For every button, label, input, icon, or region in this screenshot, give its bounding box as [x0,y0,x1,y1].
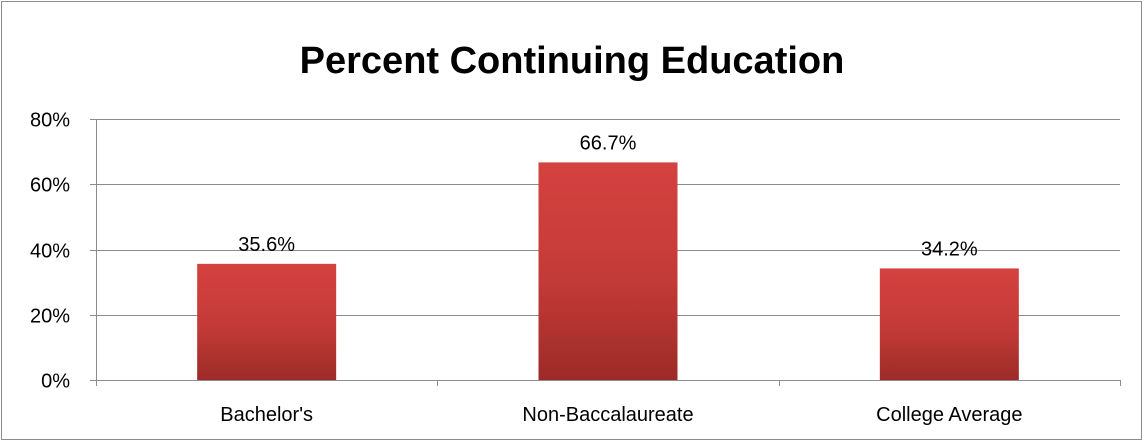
y-tick-label: 20% [30,306,70,328]
data-label: 66.7% [580,132,637,154]
data-label: 34.2% [921,238,978,260]
x-tick-label: College Average [876,404,1022,426]
data-label: 35.6% [238,234,295,256]
bars [197,162,1019,380]
x-tick-label: Bachelor's [220,404,313,426]
y-tick-label: 60% [30,175,70,197]
labels: 0% 20% 40% 60% 80% Bachelor's 35.6% Non-Baccala… [30,110,1023,427]
bar [879,268,1019,380]
y-tick-label: 40% [30,241,70,263]
bar [538,162,678,380]
y-tick-label: 80% [30,110,70,132]
axes [90,119,1121,386]
chart-title: Percent Continuing Education [300,40,845,82]
y-tick-label: 0% [41,371,70,393]
x-tick-label: Non-Baccalaureate [522,404,693,426]
bar [197,263,337,380]
